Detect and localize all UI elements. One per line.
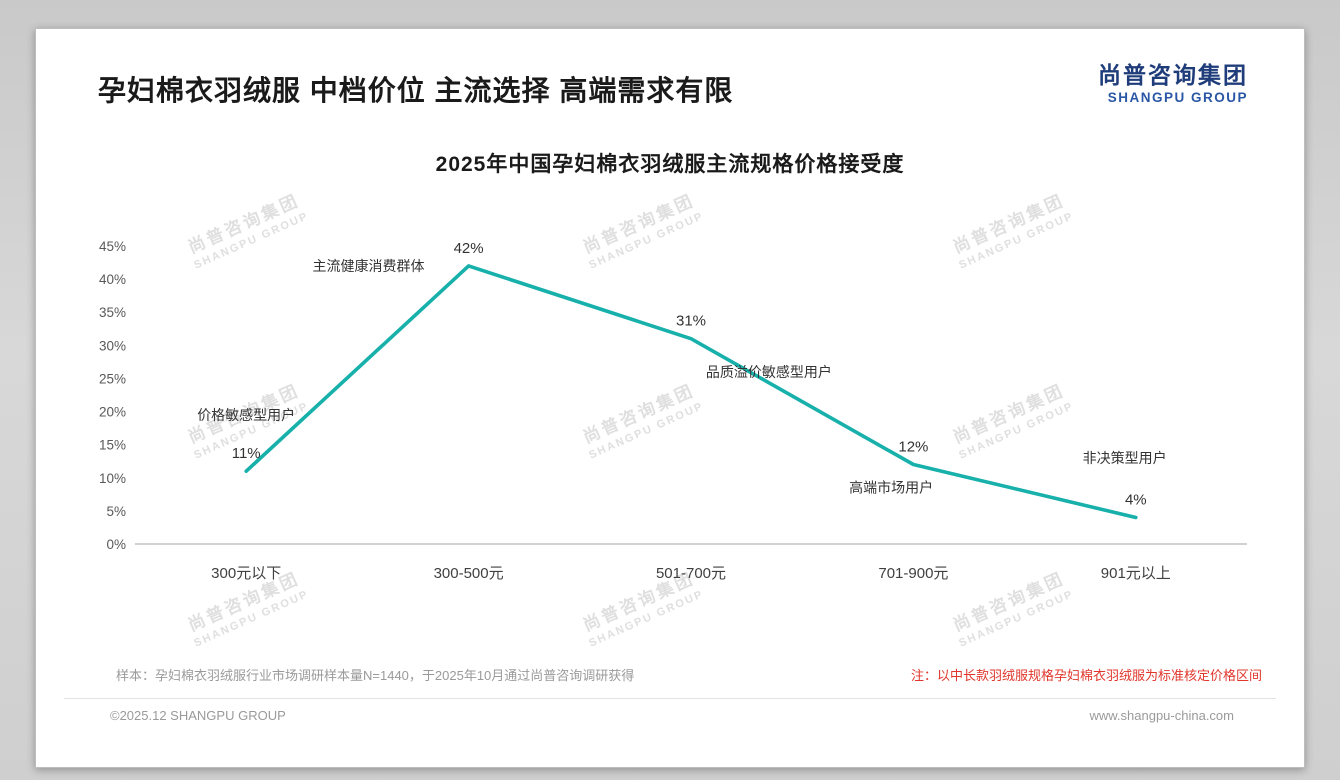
notes-row: 样本：孕妇棉衣羽绒服行业市场调研样本量N=1440，于2025年10月通过尚普咨… [36,665,1304,684]
price-note: 注：以中长款羽绒服规格孕妇棉衣羽绒服为标准核定价格区间 [910,668,1262,684]
data-point-label: 12% [898,439,928,456]
slide-card: 尚普咨询集团 SHANGPU GROUP 尚普咨询集团 SHANGPU GROUP 尚普… [35,28,1305,768]
y-axis-tick-label: 20% [99,405,126,420]
x-axis-category-label: 300元以下 [211,565,281,582]
footer: ©2025.12 SHANGPU GROUP www.shangpu-china… [36,699,1304,723]
footer-divider [64,698,1276,700]
data-point-label: 42% [454,240,484,257]
data-point-label: 11% [232,445,261,462]
x-axis-category-label: 501-700元 [656,565,726,582]
header: 孕妇棉衣羽绒服 中档价位 主流选择 高端需求有限 尚普咨询集团 SHANGPU … [36,29,1304,108]
website-link[interactable]: www.shangpu-china.com [1089,708,1234,724]
x-axis-category-label: 300-500元 [434,565,504,582]
annotation-label: 主流健康消费群体 [313,258,425,274]
x-axis-category-label: 701-900元 [878,565,948,582]
y-axis-tick-label: 35% [99,305,126,320]
y-axis-tick-label: 40% [99,272,126,287]
y-axis-tick-label: 25% [99,372,126,387]
annotation-label: 非决策型用户 [1083,450,1167,466]
series-line [244,264,1138,520]
y-axis-tick-label: 10% [99,471,126,486]
line-chart: 0% 5% 10% 15% 20% 25% 30% 35% 40% 45% 300元以下 300-50… [99,239,1247,582]
y-axis-tick-label: 5% [106,504,126,519]
annotation-label: 品质溢价敏感型用户 [706,364,832,380]
logo-text-cn: 尚普咨询集团 [1098,62,1248,88]
sample-note: 样本：孕妇棉衣羽绒服行业市场调研样本量N=1440，于2025年10月通过尚普咨… [116,668,635,684]
logo-text-en: SHANGPU GROUP [1107,90,1248,106]
y-axis-tick-label: 45% [99,239,126,254]
y-axis-tick-label: 15% [99,438,126,453]
chart-area: 0% 5% 10% 15% 20% 25% 30% 35% 40% 45% 300元以下 300-50… [36,208,1304,593]
company-logo: 尚普咨询集团 SHANGPU GROUP [1098,62,1248,108]
x-axis-category-label: 901元以上 [1101,565,1171,582]
data-point-label: 4% [1125,492,1147,509]
y-axis-tick-label: 30% [99,338,126,353]
copyright-text: ©2025.12 SHANGPU GROUP [110,708,286,724]
chart-title: 2025年中国孕妇棉衣羽绒服主流规格价格接受度 [435,153,905,177]
y-axis-tick-label: 0% [106,537,126,552]
annotation-label: 高端市场用户 [849,480,933,496]
page-title: 孕妇棉衣羽绒服 中档价位 主流选择 高端需求有限 [98,75,734,107]
data-point-label: 31% [676,313,706,330]
annotation-label: 价格敏感型用户 [197,407,295,423]
